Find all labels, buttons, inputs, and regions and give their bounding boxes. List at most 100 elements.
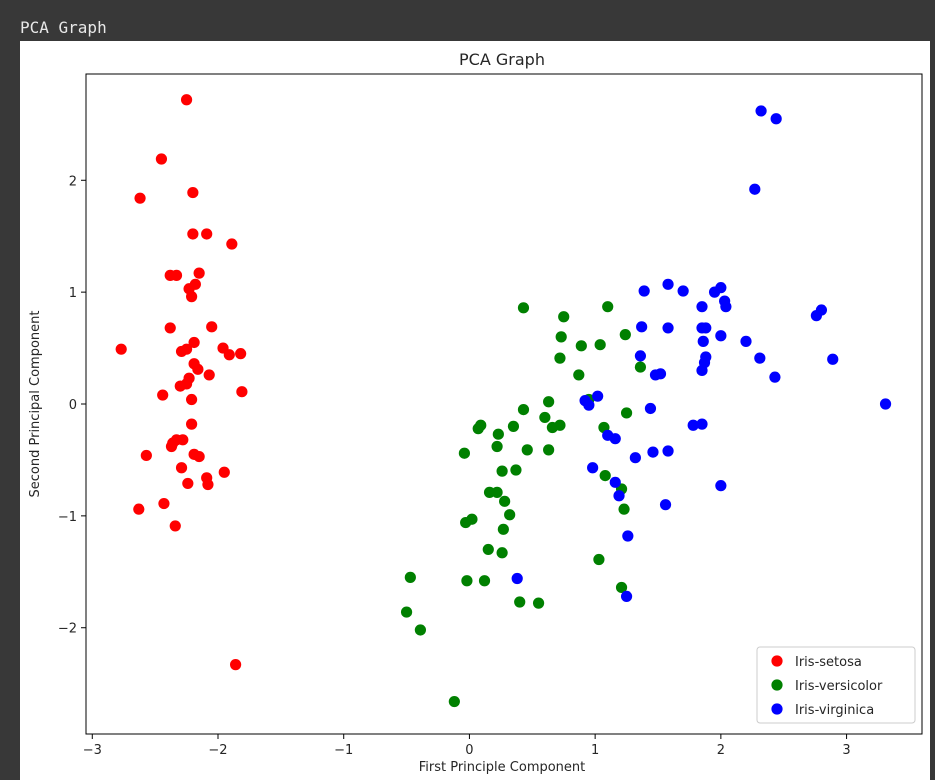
data-point-iris-versicolor	[510, 464, 522, 476]
data-point-iris-virginica	[636, 321, 648, 333]
y-axis: −2 −1 0 1 2	[58, 174, 86, 637]
data-point-iris-setosa	[170, 269, 183, 281]
x-tick-label: 3	[842, 743, 850, 758]
data-point-iris-virginica	[687, 419, 699, 431]
data-point-iris-versicolor	[575, 340, 587, 352]
data-point-iris-virginica	[810, 310, 823, 322]
data-point-iris-setosa	[186, 291, 198, 303]
legend: Iris-setosa Iris-versicolor Iris-virginica	[756, 646, 916, 724]
data-point-iris-virginica	[754, 352, 766, 364]
data-point-iris-setosa	[164, 322, 176, 334]
data-point-iris-setosa	[188, 336, 200, 349]
data-point-iris-setosa	[206, 321, 218, 333]
data-point-iris-versicolor	[558, 311, 570, 323]
data-point-iris-versicolor	[460, 516, 472, 529]
data-point-iris-versicolor	[532, 597, 545, 609]
data-point-iris-versicolor	[491, 440, 503, 453]
data-point-iris-versicolor	[615, 581, 628, 594]
x-axis: −3 −2 −1 0 1 2 3	[83, 734, 851, 758]
data-point-iris-virginica	[629, 452, 641, 464]
plot-area	[85, 73, 923, 735]
data-point-iris-versicolor	[555, 331, 567, 343]
data-point-iris-virginica	[715, 330, 727, 342]
data-point-iris-versicolor	[543, 396, 555, 408]
data-point-iris-setosa	[133, 503, 145, 515]
y-tick-label: −2	[58, 622, 77, 637]
data-point-iris-versicolor	[593, 553, 605, 566]
data-point-iris-setosa	[158, 497, 170, 510]
data-point-iris-versicolor	[482, 543, 494, 556]
x-tick-label: −2	[208, 743, 227, 758]
data-point-iris-versicolor	[404, 571, 416, 583]
data-point-iris-setosa	[169, 520, 181, 532]
data-point-iris-virginica	[770, 113, 782, 125]
data-point-iris-virginica	[647, 446, 659, 458]
data-point-iris-versicolor	[458, 447, 470, 459]
data-point-iris-virginica	[592, 390, 604, 402]
data-point-iris-setosa	[177, 434, 189, 446]
x-tick-label: −3	[83, 743, 102, 758]
data-point-iris-setosa	[193, 450, 205, 463]
data-point-iris-setosa	[155, 153, 168, 165]
data-point-iris-virginica	[755, 105, 767, 117]
y-tick-label: 1	[69, 286, 77, 301]
data-point-iris-virginica	[644, 402, 657, 415]
data-point-iris-versicolor	[448, 695, 460, 708]
data-point-iris-setosa	[203, 369, 215, 381]
data-point-iris-virginica	[609, 433, 621, 445]
legend-marker	[771, 655, 783, 667]
data-point-iris-versicolor	[492, 428, 504, 440]
data-point-iris-virginica	[708, 286, 721, 298]
data-point-iris-versicolor	[602, 301, 614, 313]
data-point-iris-versicolor	[400, 606, 413, 618]
data-point-iris-setosa	[223, 349, 235, 361]
data-point-iris-versicolor	[504, 509, 516, 521]
data-point-iris-virginica	[677, 285, 689, 297]
data-point-iris-setosa	[186, 418, 198, 430]
data-point-iris-virginica	[700, 322, 712, 334]
data-point-iris-versicolor	[594, 339, 606, 351]
legend-marker	[771, 703, 783, 715]
data-point-iris-setosa	[180, 94, 193, 106]
data-point-iris-virginica	[696, 364, 708, 377]
data-point-iris-versicolor	[491, 486, 503, 498]
x-tick-label: 1	[591, 743, 599, 758]
data-point-iris-versicolor	[496, 547, 508, 559]
data-point-iris-versicolor	[414, 624, 426, 636]
data-point-iris-versicolor	[472, 423, 484, 435]
data-point-iris-virginica	[662, 322, 674, 334]
data-point-iris-versicolor	[634, 361, 647, 373]
y-axis-label: Second Principal Component	[28, 311, 43, 498]
data-point-iris-virginica	[827, 353, 839, 365]
data-point-iris-virginica	[638, 285, 650, 297]
chart-title: PCA Graph	[459, 50, 545, 69]
data-point-iris-virginica	[696, 301, 708, 313]
data-point-iris-setosa	[140, 449, 152, 462]
data-point-iris-versicolor	[618, 503, 630, 515]
data-point-iris-versicolor	[478, 575, 491, 587]
x-tick-label: 2	[717, 743, 725, 758]
data-point-iris-setosa	[187, 186, 199, 199]
data-point-iris-setosa	[218, 466, 230, 478]
data-point-iris-setosa	[165, 440, 178, 453]
data-point-iris-virginica	[697, 335, 709, 347]
data-point-iris-setosa	[192, 363, 204, 375]
legend-box	[756, 646, 916, 724]
data-point-iris-virginica	[769, 371, 781, 383]
data-point-iris-versicolor	[554, 419, 566, 431]
legend-marker	[771, 679, 783, 691]
data-point-iris-versicolor	[461, 575, 473, 587]
data-point-iris-setosa	[235, 348, 247, 360]
data-point-iris-versicolor	[620, 407, 633, 419]
data-point-iris-versicolor	[573, 369, 585, 381]
data-point-iris-virginica	[622, 530, 634, 542]
data-point-iris-versicolor	[554, 352, 566, 364]
data-point-iris-setosa	[134, 192, 146, 204]
data-point-iris-setosa	[175, 462, 188, 474]
data-point-iris-versicolor	[517, 403, 530, 416]
y-tick-label: 2	[69, 174, 77, 189]
data-point-iris-setosa	[226, 238, 238, 250]
data-point-iris-virginica	[662, 278, 674, 290]
legend-entry: Iris-versicolor	[795, 679, 883, 694]
data-point-iris-versicolor	[499, 495, 511, 507]
